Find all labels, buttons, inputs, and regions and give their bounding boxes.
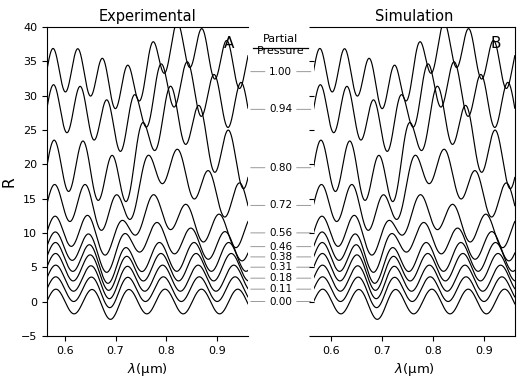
X-axis label: $\lambda$(μm): $\lambda$(μm) bbox=[127, 361, 168, 378]
Y-axis label: R: R bbox=[2, 176, 17, 187]
Title: Experimental: Experimental bbox=[98, 10, 196, 24]
Text: 0.11: 0.11 bbox=[269, 284, 292, 294]
Text: 0.72: 0.72 bbox=[269, 200, 292, 210]
Text: 1.00: 1.00 bbox=[269, 67, 292, 77]
Title: Simulation: Simulation bbox=[375, 10, 453, 24]
Text: 0.31: 0.31 bbox=[269, 262, 292, 272]
Text: Pressure: Pressure bbox=[257, 46, 305, 56]
Text: 0.56: 0.56 bbox=[269, 228, 292, 238]
Text: 0.80: 0.80 bbox=[269, 163, 292, 173]
Text: B: B bbox=[490, 36, 501, 51]
Text: 0.38: 0.38 bbox=[269, 252, 292, 262]
Text: 0.46: 0.46 bbox=[269, 242, 292, 252]
Text: A: A bbox=[224, 36, 234, 51]
Text: 0.94: 0.94 bbox=[269, 104, 292, 114]
Text: 0.00: 0.00 bbox=[269, 296, 292, 306]
Text: 0.18: 0.18 bbox=[269, 273, 292, 283]
Text: Partial: Partial bbox=[263, 34, 298, 44]
X-axis label: $\lambda$(μm): $\lambda$(μm) bbox=[394, 361, 435, 378]
